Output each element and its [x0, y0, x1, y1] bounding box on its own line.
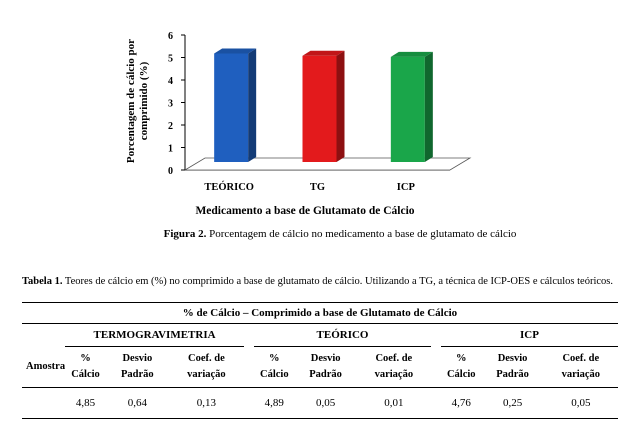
subheader-desvio: Desvio Padrão [309, 353, 342, 380]
table-title: % de Cálcio – Comprimido a base de Gluta… [22, 302, 618, 324]
gap-cell [431, 347, 441, 388]
subheader-coef: Coef. de variação [187, 353, 226, 380]
y-axis-label: Porcentagem de cálcio por comprimido (%) [125, 38, 150, 164]
value-cell: 4,85 [65, 387, 106, 419]
value-cell: 0,64 [105, 387, 169, 419]
table-caption-text: Teores de cálcio em (%) no comprimido a … [64, 276, 613, 287]
table-group-row: TERMOGRAVIMETRIA TEÓRICO ICP [22, 323, 618, 347]
table-row: 4,85 0,64 0,13 4,89 0,05 0,01 4,76 0,25 … [22, 387, 618, 419]
x-tick-label: TEÓRICO [204, 181, 254, 193]
y-tick-label: 3 [168, 99, 173, 110]
figure-caption-label: Figura 2. [163, 228, 207, 240]
chart-bar [302, 50, 345, 162]
row-header-amostra: Amostra [26, 360, 66, 372]
x-tick-label: ICP [397, 182, 416, 193]
bar-top [214, 48, 257, 54]
chart-bar [214, 48, 257, 162]
gap-cell [244, 324, 254, 347]
chart-bars [214, 48, 433, 162]
value-cell: 0,01 [356, 387, 431, 419]
chart-bar [390, 51, 433, 162]
empty-cell [22, 387, 66, 419]
table-subheader-row: Amostra % Cálcio Desvio Padrão Coef. de … [22, 347, 618, 388]
group-teorico: TEÓRICO [254, 323, 431, 347]
empty-cell [22, 324, 65, 347]
y-axis-label-container: Porcentagem de cálcio por comprimido (%) [118, 16, 158, 186]
gap-cell [244, 347, 254, 388]
y-tick-label: 2 [168, 121, 173, 132]
subheader-coef: Coef. de variação [374, 353, 414, 380]
gap-cell [430, 387, 441, 419]
y-tick-label: 0 [168, 166, 173, 177]
bar-side [424, 51, 433, 162]
group-icp: ICP [440, 323, 618, 347]
x-tick-label: TG [310, 182, 325, 193]
subheader-desvio: Desvio Padrão [121, 353, 154, 380]
figure-caption-text: Porcentagem de cálcio no medicamento a b… [209, 228, 517, 240]
y-tick-label: 4 [168, 76, 173, 87]
table-title-row: % de Cálcio – Comprimido a base de Gluta… [22, 302, 618, 324]
value-cell: 4,89 [254, 387, 295, 419]
subheader-coef: Coef. de variação [561, 353, 601, 380]
chart-ticks: 0 1 2 3 4 5 6 TEÓRICO TG ICP [168, 31, 415, 193]
value-cell: 0,05 [543, 387, 618, 419]
subheader-desvio: Desvio Padrão [496, 353, 529, 380]
subheader-calcio: % Cálcio [71, 353, 100, 380]
subheader-calcio: % Cálcio [260, 353, 289, 380]
table-caption-label: Tabela 1. [22, 276, 63, 287]
gap-cell [431, 324, 441, 347]
bar-front [214, 53, 249, 162]
y-tick-label: 6 [168, 31, 173, 42]
group-termogravimetria: TERMOGRAVIMETRIA [65, 323, 245, 347]
value-cell: 0,25 [481, 387, 544, 419]
figure-caption: Figura 2. Porcentagem de cálcio no medic… [100, 228, 580, 240]
calcium-table: % de Cálcio – Comprimido a base de Gluta… [22, 302, 618, 419]
bar-top [302, 50, 345, 56]
subheader-calcio: % Cálcio [446, 353, 476, 380]
x-axis-label: Medicamento a base de Glutamato de Cálci… [195, 205, 415, 217]
value-cell: 4,76 [440, 387, 482, 419]
bar-top [390, 51, 433, 57]
y-tick-label: 5 [168, 54, 173, 65]
value-cell: 0,13 [168, 387, 245, 419]
bar-front [302, 55, 337, 162]
gap-cell [244, 387, 255, 419]
bar-chart: 0 1 2 3 4 5 6 TEÓRICO TG ICP [168, 31, 472, 193]
bar-front [390, 56, 425, 162]
bar-side [248, 48, 257, 162]
bar-side [336, 50, 345, 162]
value-cell: 0,05 [294, 387, 357, 419]
y-tick-label: 1 [168, 144, 173, 155]
table-caption: Tabela 1. Teores de cálcio em (%) no com… [22, 275, 622, 289]
